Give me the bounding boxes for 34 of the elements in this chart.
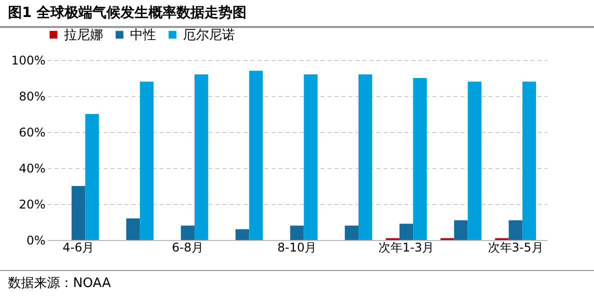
bar (522, 82, 536, 240)
bar (290, 226, 304, 240)
bar (72, 186, 86, 240)
y-tick-label: 40% (18, 162, 46, 176)
x-tick-label: 4-6月 (62, 240, 94, 254)
legend-label: 中性 (130, 28, 156, 43)
y-tick-label: 0% (26, 234, 46, 248)
bar (304, 74, 318, 240)
bar (126, 218, 140, 240)
bar (344, 226, 358, 240)
y-tick-label: 80% (18, 90, 46, 104)
bar (180, 226, 195, 240)
bar (249, 70, 263, 240)
x-tick-label: 次年3-5月 (488, 240, 544, 254)
bar (236, 229, 250, 240)
x-tick-label: 次年1-3月 (378, 240, 434, 254)
bar (468, 82, 482, 240)
bar (85, 114, 99, 240)
bar (399, 224, 414, 240)
y-tick-label: 100% (11, 54, 46, 68)
bar (454, 220, 468, 240)
x-tick-label: 8-10月 (277, 240, 317, 254)
bar (140, 82, 154, 240)
legend-label: 厄尔尼诺 (183, 28, 235, 43)
legend-label: 拉尼娜 (64, 28, 103, 43)
x-tick-label: 6-8月 (172, 240, 204, 254)
bar (358, 74, 372, 240)
y-tick-label: 60% (18, 126, 46, 140)
bar (413, 78, 427, 240)
y-tick-label: 20% (18, 198, 46, 212)
bar (508, 220, 522, 240)
bar (194, 74, 208, 240)
source-note: 数据来源：NOAA (0, 270, 594, 295)
chart-title: 图1 全球极端气候发生概率数据走势图 (0, 0, 594, 28)
